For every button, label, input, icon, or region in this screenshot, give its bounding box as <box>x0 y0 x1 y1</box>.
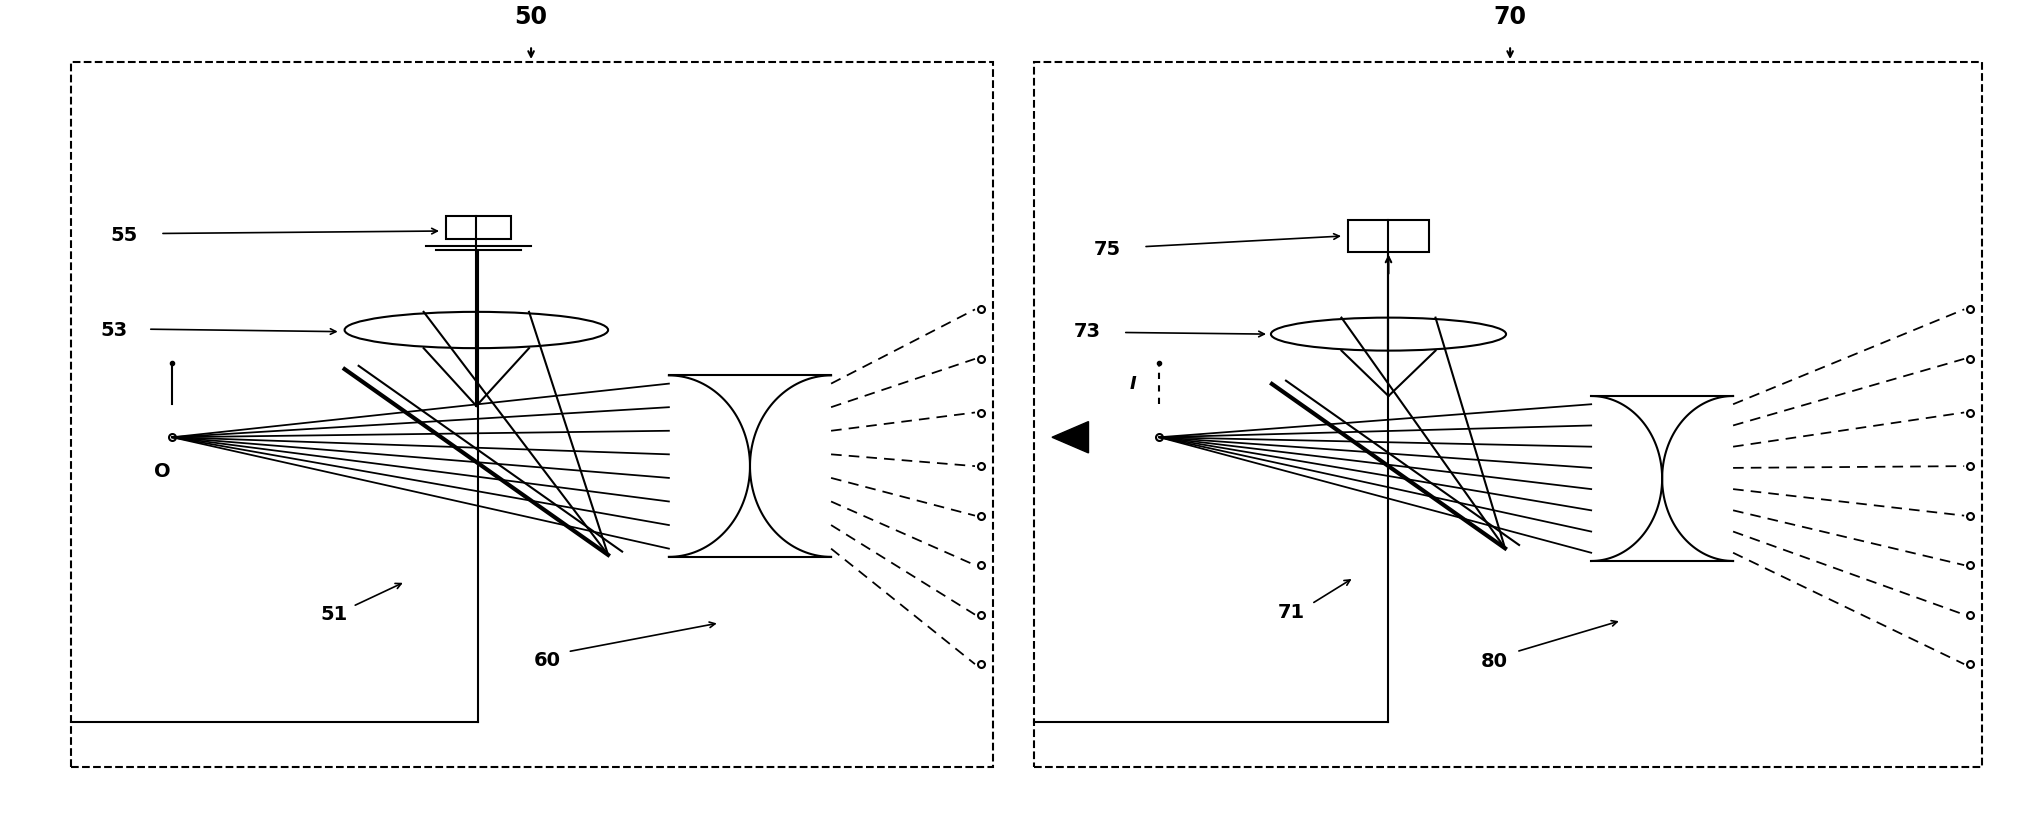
Text: O: O <box>154 462 170 481</box>
Text: 70: 70 <box>1494 5 1526 29</box>
Text: 53: 53 <box>101 320 128 340</box>
Text: I: I <box>1129 375 1137 393</box>
Text: 51: 51 <box>320 605 349 625</box>
Text: 73: 73 <box>1074 322 1101 342</box>
Text: 71: 71 <box>1277 602 1305 622</box>
Bar <box>1348 220 1429 252</box>
Text: 80: 80 <box>1480 652 1508 672</box>
Polygon shape <box>1052 422 1088 453</box>
Text: 75: 75 <box>1095 239 1121 259</box>
Text: 55: 55 <box>111 225 138 245</box>
Bar <box>71 62 993 767</box>
Text: 60: 60 <box>533 650 561 670</box>
Text: 50: 50 <box>515 5 547 29</box>
Bar <box>1034 62 1982 767</box>
Bar <box>446 216 511 239</box>
